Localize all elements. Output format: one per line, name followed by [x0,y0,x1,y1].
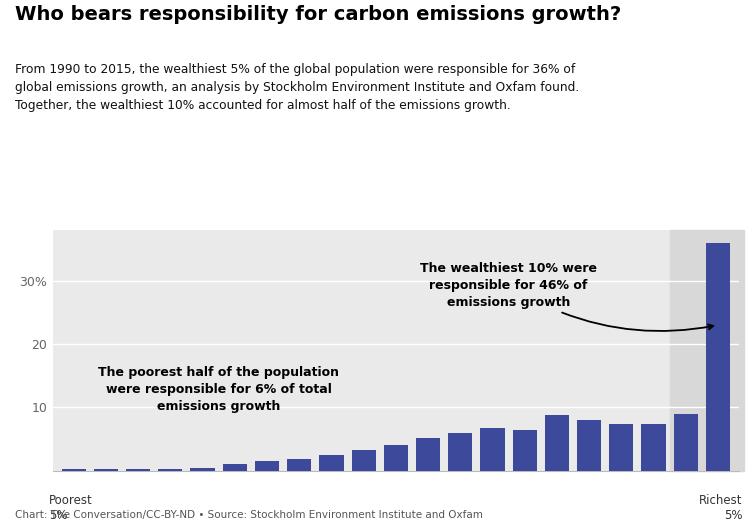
Text: Who bears responsibility for carbon emissions growth?: Who bears responsibility for carbon emis… [15,5,621,24]
Bar [670,230,743,471]
Bar [320,455,344,471]
Bar [126,469,150,471]
Bar [480,428,504,471]
Bar [642,425,666,471]
Bar [255,461,279,471]
Bar [706,243,730,471]
Bar [287,459,311,471]
Bar [673,414,698,471]
Bar [448,433,472,471]
Text: From 1990 to 2015, the wealthiest 5% of the global population were responsible f: From 1990 to 2015, the wealthiest 5% of … [15,63,579,112]
Text: Chart: The Conversation/CC-BY-ND • Source: Stockholm Environment Institute and O: Chart: The Conversation/CC-BY-ND • Sourc… [15,510,483,520]
Text: The poorest half of the population
were responsible for 6% of total
emissions gr: The poorest half of the population were … [98,366,339,413]
Bar [191,469,215,471]
Bar [577,420,601,471]
Bar [609,425,633,471]
Bar [93,469,118,471]
Text: Poorest
5%: Poorest 5% [49,494,93,522]
Bar [545,415,569,471]
Bar [416,438,440,471]
Bar [384,446,408,471]
Bar [62,469,86,471]
Bar [222,464,247,471]
Text: Richest
5%: Richest 5% [699,494,743,522]
Bar [513,429,537,471]
Bar [351,450,375,471]
Text: The wealthiest 10% were
responsible for 46% of
emissions growth: The wealthiest 10% were responsible for … [420,262,713,331]
Bar [158,469,182,471]
